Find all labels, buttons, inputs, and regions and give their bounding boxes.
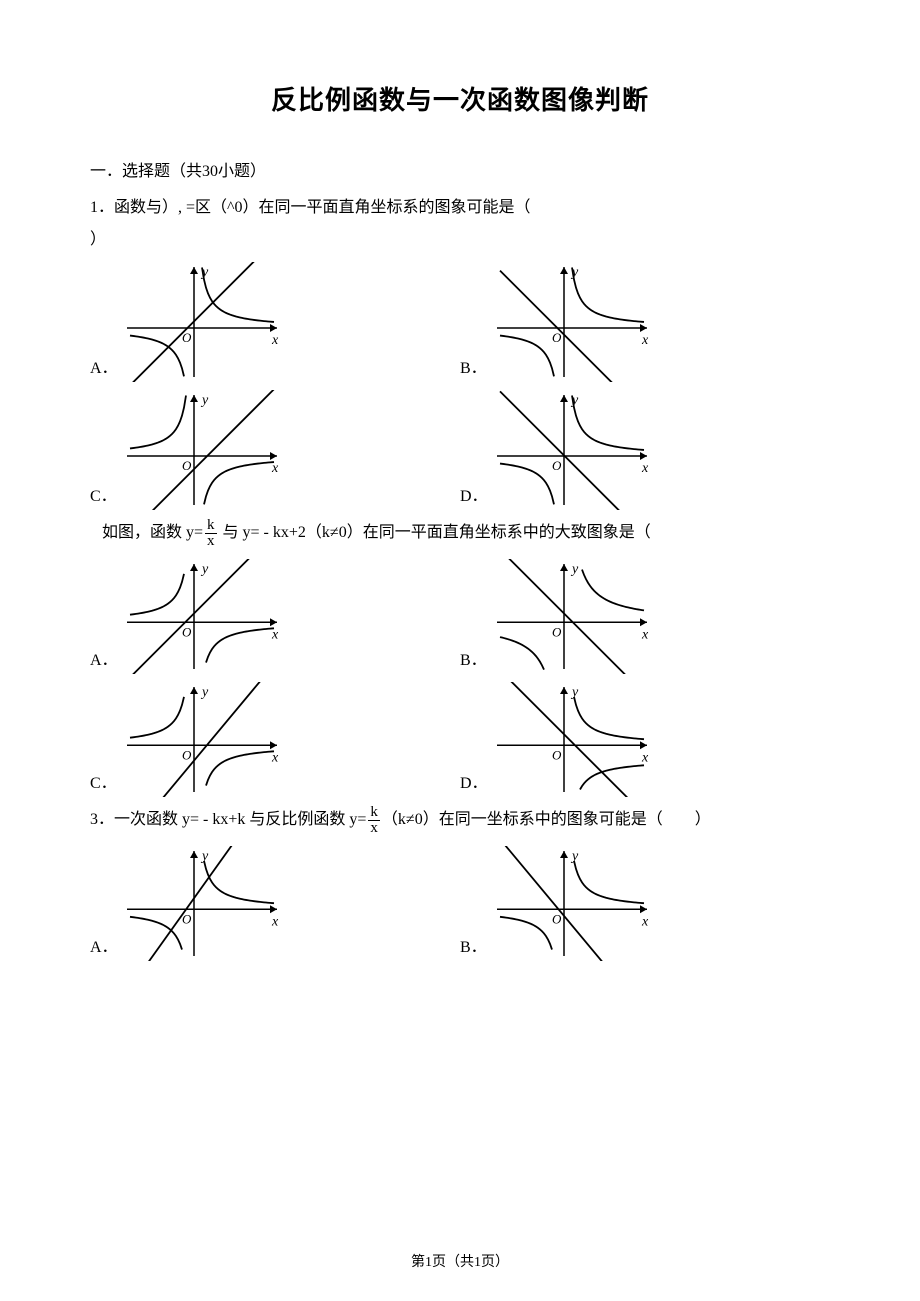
q2-pref: 如图，函数 y= [102,524,203,541]
q3-number: 3． [90,811,114,828]
q1-text-line1: 1．函数与）, =区（^0）在同一平面直角坐标系的图象可能是（ [90,195,830,221]
q3-pref: 一次函数 y= - kx+k 与反比例函数 y= [114,811,366,828]
svg-text:x: x [271,750,279,765]
page-title: 反比例函数与一次函数图像判断 [90,80,830,117]
svg-text:O: O [182,624,192,639]
q1-graph-d: xyO [492,390,652,510]
svg-text:x: x [271,627,279,642]
fraction-icon: kx [368,805,380,836]
q3-graph-a: xyO [122,846,282,961]
q2-mid: 与 y= - kx+2（k≠0）在同一平面直角坐标系中的大致图象是（ [219,524,651,541]
q3-option-a[interactable]: A． xyO [90,842,460,965]
option-label: B． [460,646,484,674]
svg-text:x: x [641,627,649,642]
q3-options: A． xyO B． xyO [90,842,830,965]
option-label: B． [460,933,484,961]
svg-text:y: y [200,562,209,577]
svg-text:O: O [552,624,562,639]
q1-number: 1． [90,199,114,216]
option-label: D． [460,482,484,510]
svg-text:x: x [271,461,279,476]
option-label: A． [90,354,114,382]
section-heading: 一．选择题（共30小题） [90,157,830,181]
q1-option-b[interactable]: B． xyO [460,258,830,386]
option-label: C． [90,482,114,510]
q1-graph-b: xyO [492,262,652,382]
page-footer: 第1页（共1页） [0,1251,920,1271]
option-label: A． [90,933,114,961]
page-root: 反比例函数与一次函数图像判断 一．选择题（共30小题） 1．函数与）, =区（^… [0,0,920,1301]
option-label: B． [460,354,484,382]
q1-text-line2: ） [90,227,830,253]
q2-option-d[interactable]: D． xyO [460,678,830,801]
q2-graph-d: xyO [492,682,652,797]
svg-text:O: O [552,747,562,762]
q1-options: A． xyO B． xyO C． xyO D． xyO [90,258,830,514]
q2-graph-a: x y O [122,559,282,674]
svg-text:y: y [200,393,209,408]
q1-graph-c: x y O [122,390,282,510]
q2-text: 如图，函数 y=kx 与 y= - kx+2（k≠0）在同一平面直角坐标系中的大… [102,518,830,549]
q2-option-b[interactable]: B． x y O [460,555,830,678]
q2-graph-c: x y O [122,682,282,797]
option-label: C． [90,769,114,797]
svg-text:x: x [641,333,649,348]
option-label: D． [460,769,484,797]
svg-text:x: x [641,914,649,929]
svg-text:y: y [200,685,209,700]
q1-option-a[interactable]: A． xyO [90,258,460,386]
q2-graph-b: x y O [492,559,652,674]
q2-option-c[interactable]: C． x y O [90,678,460,801]
svg-text:x: x [641,461,649,476]
q2-options: A． xyO B． xyO C． xyO D． xyO [90,555,830,801]
q1-option-c[interactable]: C． x y O [90,386,460,514]
q2-option-a[interactable]: A． x y O [90,555,460,678]
svg-text:O: O [182,747,192,762]
fraction-icon: kx [205,518,217,549]
svg-text:x: x [271,914,279,929]
q3-text: 3．一次函数 y= - kx+k 与反比例函数 y=kx（k≠0）在同一坐标系中… [90,805,830,836]
svg-text:O: O [552,458,562,473]
svg-text:y: y [570,562,579,577]
option-label: A． [90,646,114,674]
q3-mid: （k≠0）在同一坐标系中的图象可能是（ ） [382,811,711,828]
q1-text: 函数与）, =区（^0）在同一平面直角坐标系的图象可能是（ [114,199,531,216]
q3-option-b[interactable]: B． xyO [460,842,830,965]
svg-text:x: x [271,333,279,348]
svg-text:O: O [552,911,562,926]
q1-option-d[interactable]: D． xyO [460,386,830,514]
svg-text:x: x [641,750,649,765]
q1-graph-a: xyO [122,262,282,382]
q3-graph-b: xyO [492,846,652,961]
svg-text:O: O [182,458,192,473]
